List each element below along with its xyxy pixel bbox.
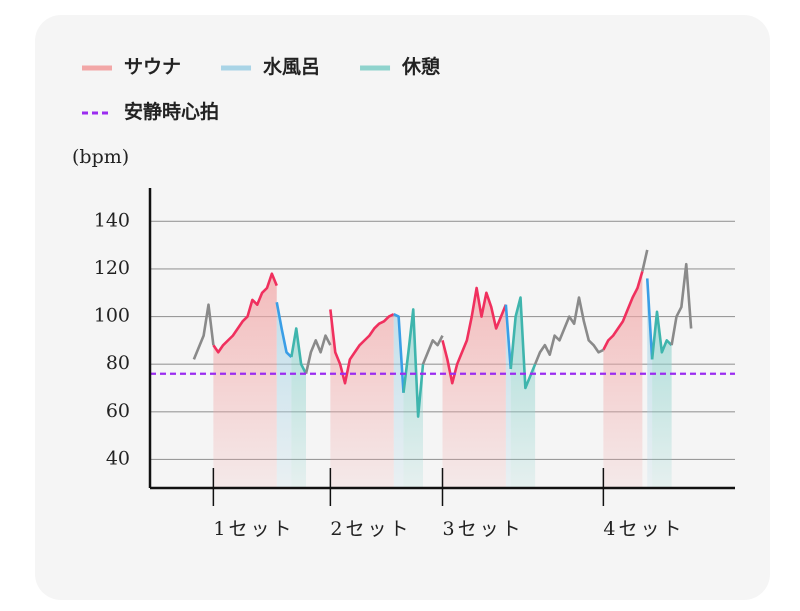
x-tick-label: 3セット: [443, 518, 524, 540]
line: [275, 278, 654, 393]
y-tick-label: 60: [106, 400, 130, 422]
y-tick-label: 100: [94, 305, 130, 327]
line: [192, 249, 693, 375]
y-tick-label: 140: [94, 209, 130, 231]
line: [290, 296, 673, 418]
area: [213, 271, 643, 488]
y-axis-label: (bpm): [72, 146, 129, 168]
y-tick-label: 80: [106, 352, 130, 374]
y-tick-label: 40: [106, 447, 130, 469]
legend-label: サウナ: [124, 56, 181, 78]
x-tick-label: 1セット: [213, 518, 294, 540]
y-tick-label: 120: [94, 257, 130, 279]
legend-label: 安静時心拍: [124, 100, 219, 123]
x-tick-label: 2セット: [330, 518, 411, 540]
x-tick-label: 4セット: [603, 518, 684, 540]
legend-label: 休憩: [401, 55, 440, 78]
legend-label: 水風呂: [263, 56, 320, 78]
line: [212, 270, 644, 385]
